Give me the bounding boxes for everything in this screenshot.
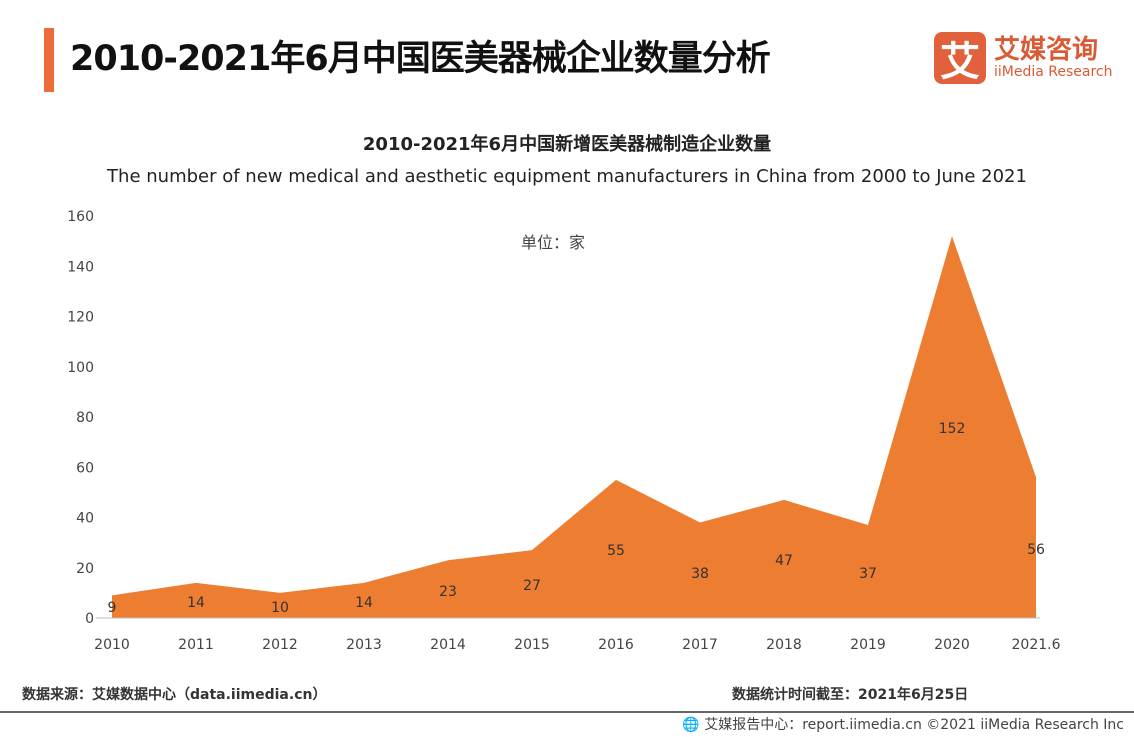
- y-tick-label: 0: [85, 611, 94, 627]
- logo: 艾 艾媒咨询 iiMedia Research: [934, 32, 1113, 85]
- data-label: 37: [859, 566, 877, 582]
- y-tick-label: 160: [67, 209, 94, 225]
- logo-en: iiMedia Research: [994, 64, 1113, 80]
- x-tick-label: 2018: [766, 637, 802, 653]
- y-tick-label: 40: [76, 511, 94, 527]
- chart-subtitle: The number of new medical and aesthetic …: [107, 166, 1027, 187]
- y-tick-label: 80: [76, 410, 94, 426]
- x-tick-label: 2021.6: [1012, 637, 1061, 653]
- area-series: [112, 236, 1036, 618]
- footer-divider: [0, 711, 1134, 713]
- globe-icon: 🌐: [682, 717, 700, 733]
- footer-copyright: 🌐 艾媒报告中心：report.iimedia.cn ©2021 iiMedia…: [682, 717, 1124, 733]
- data-label: 14: [187, 595, 205, 611]
- y-tick-label: 120: [67, 310, 94, 326]
- x-tick-label: 2020: [934, 637, 970, 653]
- page-title: 2010-2021年6月中国医美器械企业数量分析: [70, 39, 771, 79]
- y-tick-label: 20: [76, 561, 94, 577]
- x-tick-label: 2016: [598, 637, 634, 653]
- logo-mark: 艾: [934, 32, 986, 85]
- data-label: 56: [1027, 542, 1045, 558]
- data-label: 9: [108, 600, 117, 616]
- data-label: 14: [355, 595, 373, 611]
- data-label: 10: [271, 600, 289, 616]
- y-tick-label: 100: [67, 360, 94, 376]
- data-label: 47: [775, 553, 793, 569]
- x-tick-label: 2014: [430, 637, 466, 653]
- data-label: 23: [439, 584, 457, 600]
- data-label: 38: [691, 566, 709, 582]
- logo-cn: 艾媒咨询: [994, 35, 1099, 65]
- x-tick-label: 2017: [682, 637, 718, 653]
- date-note: 数据统计时间截至：2021年6月25日: [732, 687, 969, 703]
- y-tick-label: 60: [76, 460, 94, 476]
- x-tick-label: 2012: [262, 637, 298, 653]
- x-tick-label: 2019: [850, 637, 886, 653]
- data-label: 27: [523, 578, 541, 594]
- y-tick-label: 140: [67, 259, 94, 275]
- x-tick-label: 2013: [346, 637, 382, 653]
- data-label: 152: [939, 421, 966, 437]
- unit-label: 单位：家: [521, 233, 585, 252]
- chart-title: 2010-2021年6月中国新增医美器械制造企业数量: [362, 134, 772, 155]
- x-tick-label: 2015: [514, 637, 550, 653]
- data-label: 55: [607, 543, 625, 559]
- x-tick-label: 2010: [94, 637, 130, 653]
- title-accent-bar: [44, 28, 54, 92]
- x-tick-label: 2011: [178, 637, 214, 653]
- source-note: 数据来源：艾媒数据中心（data.iimedia.cn）: [22, 687, 327, 703]
